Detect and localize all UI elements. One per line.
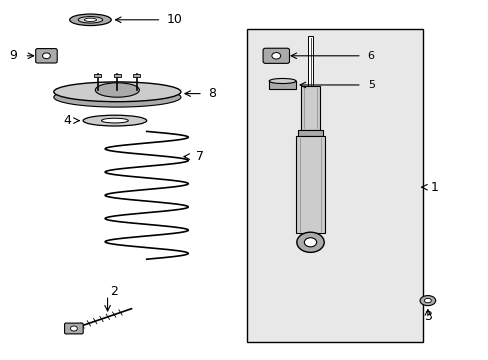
Text: 5: 5 xyxy=(367,80,374,90)
FancyBboxPatch shape xyxy=(268,81,296,89)
FancyBboxPatch shape xyxy=(296,136,324,233)
FancyBboxPatch shape xyxy=(307,36,313,86)
Text: 6: 6 xyxy=(367,51,374,61)
Text: 3: 3 xyxy=(423,310,431,323)
Text: 1: 1 xyxy=(429,181,437,194)
Text: 10: 10 xyxy=(166,13,182,26)
Ellipse shape xyxy=(83,115,146,126)
Ellipse shape xyxy=(424,298,430,303)
FancyBboxPatch shape xyxy=(114,74,121,77)
Text: 9: 9 xyxy=(9,49,17,62)
FancyBboxPatch shape xyxy=(301,86,319,130)
FancyBboxPatch shape xyxy=(263,48,289,63)
FancyBboxPatch shape xyxy=(64,323,83,334)
Circle shape xyxy=(70,326,77,331)
Circle shape xyxy=(271,53,280,59)
Ellipse shape xyxy=(78,17,102,23)
Ellipse shape xyxy=(54,82,181,102)
Ellipse shape xyxy=(54,87,181,107)
FancyBboxPatch shape xyxy=(94,74,101,77)
Ellipse shape xyxy=(95,83,139,97)
FancyBboxPatch shape xyxy=(246,29,422,342)
FancyBboxPatch shape xyxy=(133,74,140,77)
Circle shape xyxy=(42,53,50,59)
Text: 7: 7 xyxy=(195,150,203,163)
Text: 4: 4 xyxy=(63,114,71,127)
Ellipse shape xyxy=(84,18,96,22)
FancyBboxPatch shape xyxy=(36,49,57,63)
Ellipse shape xyxy=(69,14,111,26)
Text: 8: 8 xyxy=(207,87,215,100)
Ellipse shape xyxy=(268,78,295,84)
FancyBboxPatch shape xyxy=(297,130,323,136)
Circle shape xyxy=(296,232,324,252)
Ellipse shape xyxy=(101,118,128,123)
Circle shape xyxy=(304,238,316,247)
Ellipse shape xyxy=(419,296,435,306)
Text: 2: 2 xyxy=(110,285,118,298)
